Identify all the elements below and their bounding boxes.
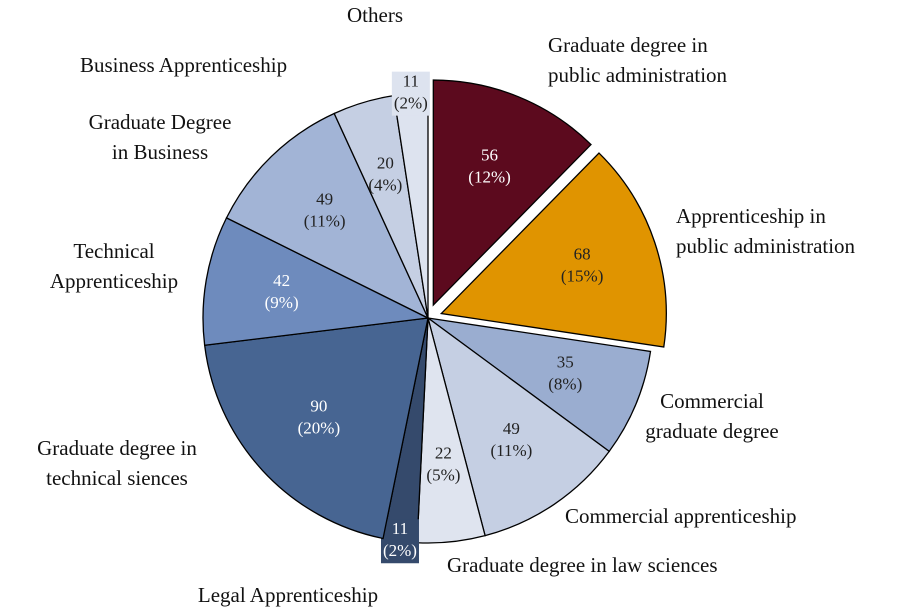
data-label: 22 [435, 444, 452, 463]
category-label: technical siences [46, 466, 188, 490]
data-label: 11 [392, 519, 408, 538]
data-label: 49 [503, 419, 520, 438]
data-label-percent: (11%) [304, 211, 346, 230]
category-label: Graduate degree in [37, 436, 197, 460]
data-label-percent: (8%) [548, 375, 582, 394]
category-label: Graduate Degree [89, 110, 232, 134]
data-label: 90 [310, 397, 327, 416]
category-label: in Business [112, 140, 208, 164]
data-label-box [391, 71, 430, 116]
category-label: public administration [676, 234, 856, 258]
category-label: Others [347, 3, 403, 27]
data-label-percent: (12%) [468, 168, 510, 187]
category-label: graduate degree [645, 419, 779, 443]
data-label-percent: (5%) [426, 466, 460, 485]
category-label: Graduate degree in [548, 33, 708, 57]
category-label: Technical [73, 239, 154, 263]
data-label: 11 [403, 72, 419, 91]
category-label: Apprenticeship [50, 269, 178, 293]
pie-slice [426, 316, 611, 537]
pie-slice [432, 79, 592, 307]
data-label-box [380, 519, 419, 564]
data-label-percent: (4%) [368, 176, 402, 195]
category-label: Commercial [660, 389, 764, 413]
category-label: public administration [548, 63, 728, 87]
category-label: Legal Apprenticeship [198, 583, 378, 607]
data-label: 35 [557, 353, 574, 372]
data-label: 20 [377, 154, 394, 173]
category-label: Business Apprenticeship [80, 53, 287, 77]
pie-slice [203, 317, 429, 540]
pie-slice [225, 112, 430, 320]
data-label: 42 [273, 271, 290, 290]
pie-slice [427, 317, 652, 453]
data-label-percent: (2%) [383, 541, 417, 560]
category-label: Commercial apprenticeship [565, 504, 797, 528]
data-label: 56 [481, 146, 498, 165]
data-label-percent: (15%) [561, 266, 603, 285]
data-label: 68 [574, 244, 591, 263]
data-label-percent: (9%) [265, 293, 299, 312]
pie-slice [439, 152, 667, 348]
category-label: Apprenticeship in [676, 204, 826, 228]
data-label-percent: (11%) [490, 441, 532, 460]
category-label: Graduate degree in law sciences [447, 553, 718, 577]
data-label-percent: (2%) [394, 94, 428, 113]
data-label-percent: (20%) [298, 419, 340, 438]
data-label: 49 [316, 189, 333, 208]
pie-slice [202, 217, 431, 346]
